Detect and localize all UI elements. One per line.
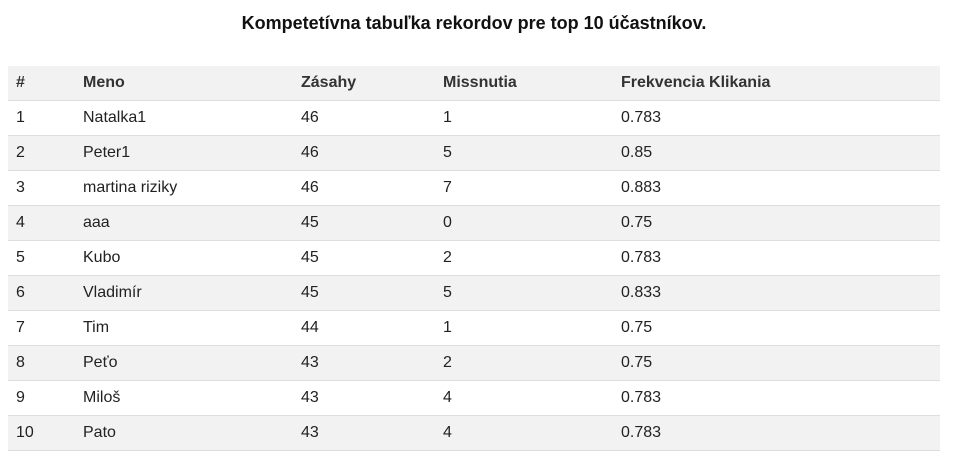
column-header-misses: Missnutia <box>435 66 613 101</box>
table-row: 5 Kubo 45 2 0.783 <box>8 240 940 276</box>
cell-misses: 1 <box>435 100 613 136</box>
cell-frequency: 0.75 <box>613 345 940 381</box>
column-header-name: Meno <box>75 66 293 101</box>
cell-name: martina riziky <box>75 170 293 206</box>
cell-hits: 46 <box>293 170 435 206</box>
cell-name: Kubo <box>75 240 293 276</box>
column-header-frequency: Frekvencia Klikania <box>613 66 940 101</box>
cell-frequency: 0.75 <box>613 205 940 241</box>
table-row: 8 Peťo 43 2 0.75 <box>8 345 940 381</box>
table-row: 2 Peter1 46 5 0.85 <box>8 135 940 171</box>
cell-name: Tim <box>75 310 293 346</box>
cell-rank: 7 <box>8 310 75 346</box>
cell-name: aaa <box>75 205 293 241</box>
table-row: 6 Vladimír 45 5 0.833 <box>8 275 940 311</box>
column-header-hits: Zásahy <box>293 66 435 101</box>
cell-frequency: 0.85 <box>613 135 940 171</box>
cell-rank: 4 <box>8 205 75 241</box>
cell-hits: 43 <box>293 380 435 416</box>
cell-name: Vladimír <box>75 275 293 311</box>
cell-misses: 7 <box>435 170 613 206</box>
cell-rank: 8 <box>8 345 75 381</box>
table-header: # Meno Zásahy Missnutia Frekvencia Klika… <box>8 66 940 101</box>
table-row: 4 aaa 45 0 0.75 <box>8 205 940 241</box>
leaderboard-table: # Meno Zásahy Missnutia Frekvencia Klika… <box>8 66 940 451</box>
cell-rank: 2 <box>8 135 75 171</box>
cell-frequency: 0.783 <box>613 380 940 416</box>
table-row: 9 Miloš 43 4 0.783 <box>8 380 940 416</box>
cell-misses: 4 <box>435 380 613 416</box>
cell-name: Natalka1 <box>75 100 293 136</box>
cell-frequency: 0.783 <box>613 240 940 276</box>
cell-rank: 9 <box>8 380 75 416</box>
header-row: # Meno Zásahy Missnutia Frekvencia Klika… <box>8 66 940 101</box>
cell-misses: 5 <box>435 135 613 171</box>
cell-misses: 0 <box>435 205 613 241</box>
table-row: 10 Pato 43 4 0.783 <box>8 415 940 451</box>
cell-misses: 2 <box>435 345 613 381</box>
cell-name: Peter1 <box>75 135 293 171</box>
cell-name: Pato <box>75 415 293 451</box>
cell-hits: 46 <box>293 100 435 136</box>
cell-hits: 46 <box>293 135 435 171</box>
cell-name: Miloš <box>75 380 293 416</box>
cell-hits: 45 <box>293 275 435 311</box>
cell-rank: 3 <box>8 170 75 206</box>
cell-hits: 44 <box>293 310 435 346</box>
cell-misses: 1 <box>435 310 613 346</box>
page-title: Kompetetívna tabuľka rekordov pre top 10… <box>241 13 707 33</box>
table-row: 1 Natalka1 46 1 0.783 <box>8 100 940 136</box>
cell-frequency: 0.75 <box>613 310 940 346</box>
column-header-rank: # <box>8 66 75 101</box>
cell-misses: 2 <box>435 240 613 276</box>
table-row: 7 Tim 44 1 0.75 <box>8 310 940 346</box>
cell-hits: 43 <box>293 345 435 381</box>
cell-hits: 43 <box>293 415 435 451</box>
cell-rank: 6 <box>8 275 75 311</box>
cell-misses: 4 <box>435 415 613 451</box>
cell-rank: 1 <box>8 100 75 136</box>
table-body: 1 Natalka1 46 1 0.783 2 Peter1 46 5 0.85… <box>8 100 940 451</box>
cell-hits: 45 <box>293 240 435 276</box>
cell-name: Peťo <box>75 345 293 381</box>
cell-misses: 5 <box>435 275 613 311</box>
cell-rank: 10 <box>8 415 75 451</box>
table-row: 3 martina riziky 46 7 0.883 <box>8 170 940 206</box>
cell-rank: 5 <box>8 240 75 276</box>
cell-frequency: 0.883 <box>613 170 940 206</box>
cell-frequency: 0.833 <box>613 275 940 311</box>
cell-frequency: 0.783 <box>613 100 940 136</box>
cell-frequency: 0.783 <box>613 415 940 451</box>
cell-hits: 45 <box>293 205 435 241</box>
